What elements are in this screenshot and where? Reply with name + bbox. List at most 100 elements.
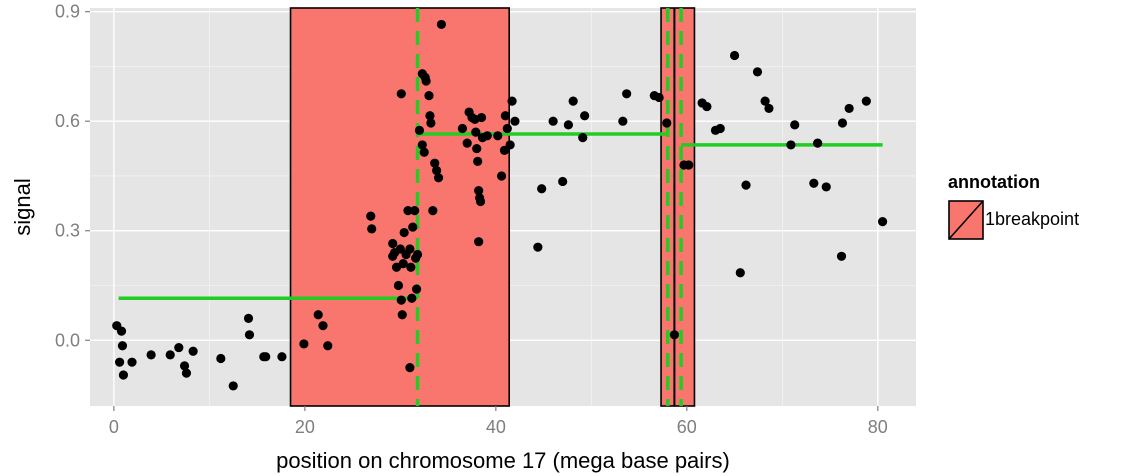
data-point (578, 133, 588, 143)
data-point (118, 370, 129, 380)
data-point (877, 217, 888, 227)
data-point (398, 258, 408, 269)
x-tick-label: 40 (486, 417, 506, 437)
data-point (188, 346, 198, 356)
legend-label-1breakpoint: 1breakpoint (985, 209, 1079, 229)
data-point (388, 251, 398, 261)
data-point (580, 111, 590, 121)
data-point (474, 237, 484, 247)
data-point (568, 96, 578, 106)
data-point (396, 295, 406, 305)
data-point (318, 321, 328, 331)
y-tick-label: 0.3 (55, 221, 80, 241)
data-point (411, 284, 422, 294)
data-point (407, 293, 417, 303)
x-axis-title: position on chromosome 17 (mega base pai… (276, 448, 730, 473)
data-point (821, 182, 831, 192)
data-point (533, 242, 543, 252)
data-point (414, 125, 425, 135)
data-point (462, 138, 472, 148)
data-point (500, 111, 510, 121)
data-points (112, 19, 888, 391)
data-point (228, 381, 238, 391)
data-point (396, 89, 406, 99)
data-point (419, 147, 429, 157)
data-point (117, 341, 128, 351)
legend-swatch-diagonal (948, 200, 984, 240)
data-point (505, 140, 515, 150)
data-point (115, 357, 125, 367)
data-point (399, 227, 409, 238)
data-point (432, 165, 442, 176)
data-point (323, 341, 333, 351)
data-point (669, 330, 680, 340)
data-point (244, 330, 255, 340)
data-point (277, 352, 287, 362)
y-tick-label: 0.6 (55, 111, 80, 131)
data-point (299, 339, 309, 349)
data-point (424, 91, 434, 101)
data-point (474, 185, 484, 196)
data-point (622, 89, 632, 99)
data-point (558, 176, 568, 187)
data-point (618, 116, 628, 126)
data-point (127, 357, 137, 367)
data-point (836, 251, 847, 261)
data-point (702, 101, 712, 112)
data-point (410, 206, 420, 216)
data-point (417, 140, 427, 150)
data-point (563, 120, 574, 130)
x-tick-label: 0 (109, 417, 119, 437)
data-point (425, 111, 435, 121)
data-point (397, 310, 407, 320)
data-point (844, 103, 854, 114)
data-point (403, 206, 413, 216)
data-point (809, 178, 819, 188)
data-point (493, 131, 503, 141)
data-point (654, 92, 664, 103)
data-point (181, 368, 192, 378)
data-point (786, 140, 796, 150)
data-point (393, 280, 404, 291)
data-point (165, 350, 175, 360)
x-tick-label: 80 (868, 417, 888, 437)
x-tick-label: 20 (295, 417, 315, 437)
data-point (388, 238, 398, 249)
data-point (502, 123, 512, 134)
data-point (433, 173, 444, 183)
data-point (537, 184, 547, 194)
legend: annotation 1breakpoint (948, 172, 1079, 240)
data-point (174, 342, 184, 353)
x-tick-label: 60 (677, 417, 697, 437)
data-point (471, 127, 481, 137)
data-point (313, 310, 323, 320)
data-point (366, 211, 376, 221)
data-point (752, 67, 763, 77)
data-point (476, 112, 487, 123)
data-point (729, 50, 740, 61)
data-point (837, 118, 848, 128)
data-point (735, 268, 745, 278)
data-point (662, 118, 672, 128)
data-point (261, 352, 271, 362)
data-point (367, 224, 377, 234)
data-point (457, 123, 468, 134)
data-point (412, 249, 423, 260)
annotation-region (289, 7, 511, 407)
data-point (475, 196, 486, 207)
data-point (116, 326, 127, 336)
data-point (760, 96, 770, 106)
data-point (146, 350, 156, 360)
data-point (405, 363, 415, 373)
data-point (482, 131, 492, 141)
data-point (243, 313, 254, 323)
data-point (408, 222, 418, 232)
data-point (813, 138, 823, 148)
data-point (395, 244, 405, 254)
data-point (430, 158, 440, 168)
data-point (428, 206, 438, 216)
data-point (790, 120, 800, 130)
data-point (496, 171, 507, 181)
data-point (405, 244, 415, 254)
